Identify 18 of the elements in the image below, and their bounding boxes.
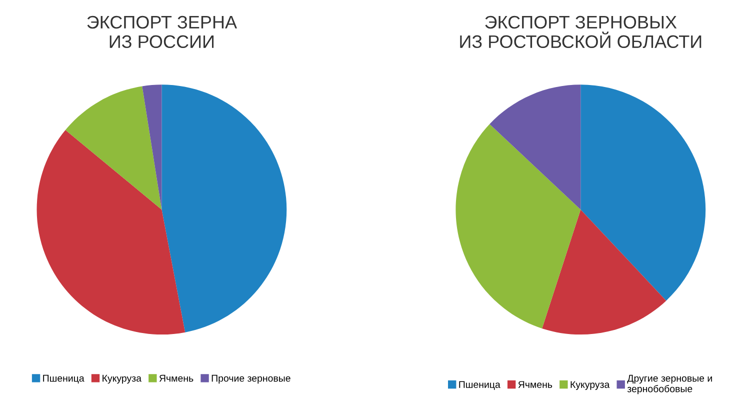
pie-slice	[142, 84, 162, 210]
pie-slice	[65, 86, 162, 210]
legend-label: Пшеница	[459, 381, 500, 390]
pie-slice	[580, 84, 706, 301]
pie-slice	[36, 130, 186, 335]
pie-slice	[162, 84, 287, 332]
legend-label: Другие зерновые и зернобобовые	[627, 374, 712, 394]
legend-label: Прочие зерновые	[212, 374, 290, 384]
pie-slice	[490, 84, 581, 210]
legend-label: Пшеница	[43, 374, 84, 384]
pie-slice	[542, 210, 666, 335]
legend-label: Кукуруза	[102, 374, 142, 384]
legend-label: Ячмень	[159, 374, 194, 382]
chart-title: ЭКСПОРТ ЗЕРНА ИЗ РОССИИ	[87, 16, 238, 48]
legend-label: Кукуруза	[570, 381, 610, 390]
legend-label: Ячмень	[518, 381, 552, 388]
pie-slice	[456, 124, 581, 328]
chart-title: ЭКСПОРТ ЗЕРНОВЫХ ИЗ РОСТОВСКОЙ ОБЛАСТИ	[460, 16, 702, 48]
